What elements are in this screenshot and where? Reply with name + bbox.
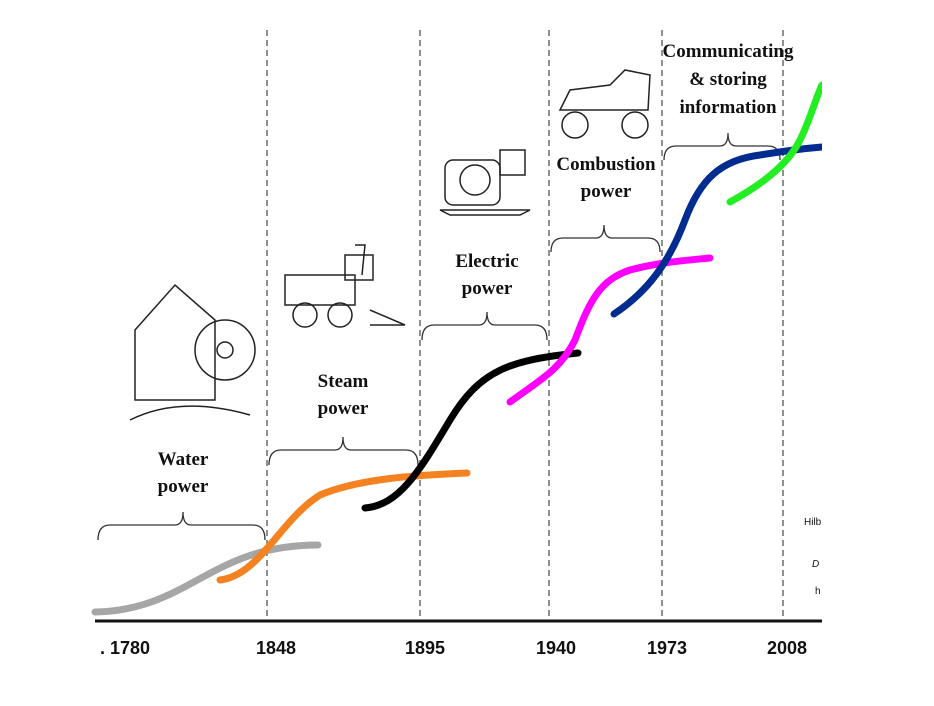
era-label: power bbox=[581, 181, 632, 202]
illustrations bbox=[129, 69, 651, 421]
year-label: 2008 bbox=[767, 638, 807, 658]
electric-wave bbox=[361, 349, 582, 512]
right-margin bbox=[822, 0, 934, 706]
source-fragment: Hilb bbox=[804, 517, 822, 528]
water-mill-sketch bbox=[129, 283, 256, 421]
combustion-wave bbox=[506, 254, 714, 406]
era-label: & storing bbox=[689, 69, 767, 90]
waves bbox=[91, 81, 826, 616]
era-label: Water bbox=[158, 449, 209, 470]
source-fragment: D bbox=[812, 559, 819, 570]
era-label: power bbox=[462, 278, 513, 299]
steam-wave bbox=[216, 469, 471, 584]
year-label: 1973 bbox=[647, 638, 687, 658]
era-label: Electric bbox=[455, 251, 518, 272]
generator-sketch bbox=[439, 149, 531, 216]
year-label: 1848 bbox=[256, 638, 296, 658]
era-label: power bbox=[318, 398, 369, 419]
next-wave bbox=[726, 81, 826, 206]
era-label: Steam bbox=[318, 371, 369, 392]
era-dividers bbox=[266, 30, 784, 620]
automobile-sketch bbox=[558, 69, 651, 139]
locomotive-sketch bbox=[284, 244, 406, 328]
year-label: 1895 bbox=[405, 638, 445, 658]
era-label: information bbox=[679, 97, 777, 118]
year-labels: . 1780 1848 1895 1940 1973 2008 bbox=[100, 638, 807, 658]
era-label: power bbox=[158, 476, 209, 497]
year-label: 1940 bbox=[536, 638, 576, 658]
source-fragments: Hilb D h bbox=[804, 517, 822, 597]
information-wave bbox=[610, 143, 826, 318]
year-label: . 1780 bbox=[100, 638, 150, 658]
water-wave bbox=[91, 541, 322, 616]
era-labels: Water power Steam power Electric power C… bbox=[158, 41, 794, 497]
braces bbox=[97, 132, 781, 541]
era-label: Combustion bbox=[556, 154, 656, 175]
source-fragment: h bbox=[815, 586, 821, 597]
era-label: Communicating bbox=[663, 41, 794, 62]
